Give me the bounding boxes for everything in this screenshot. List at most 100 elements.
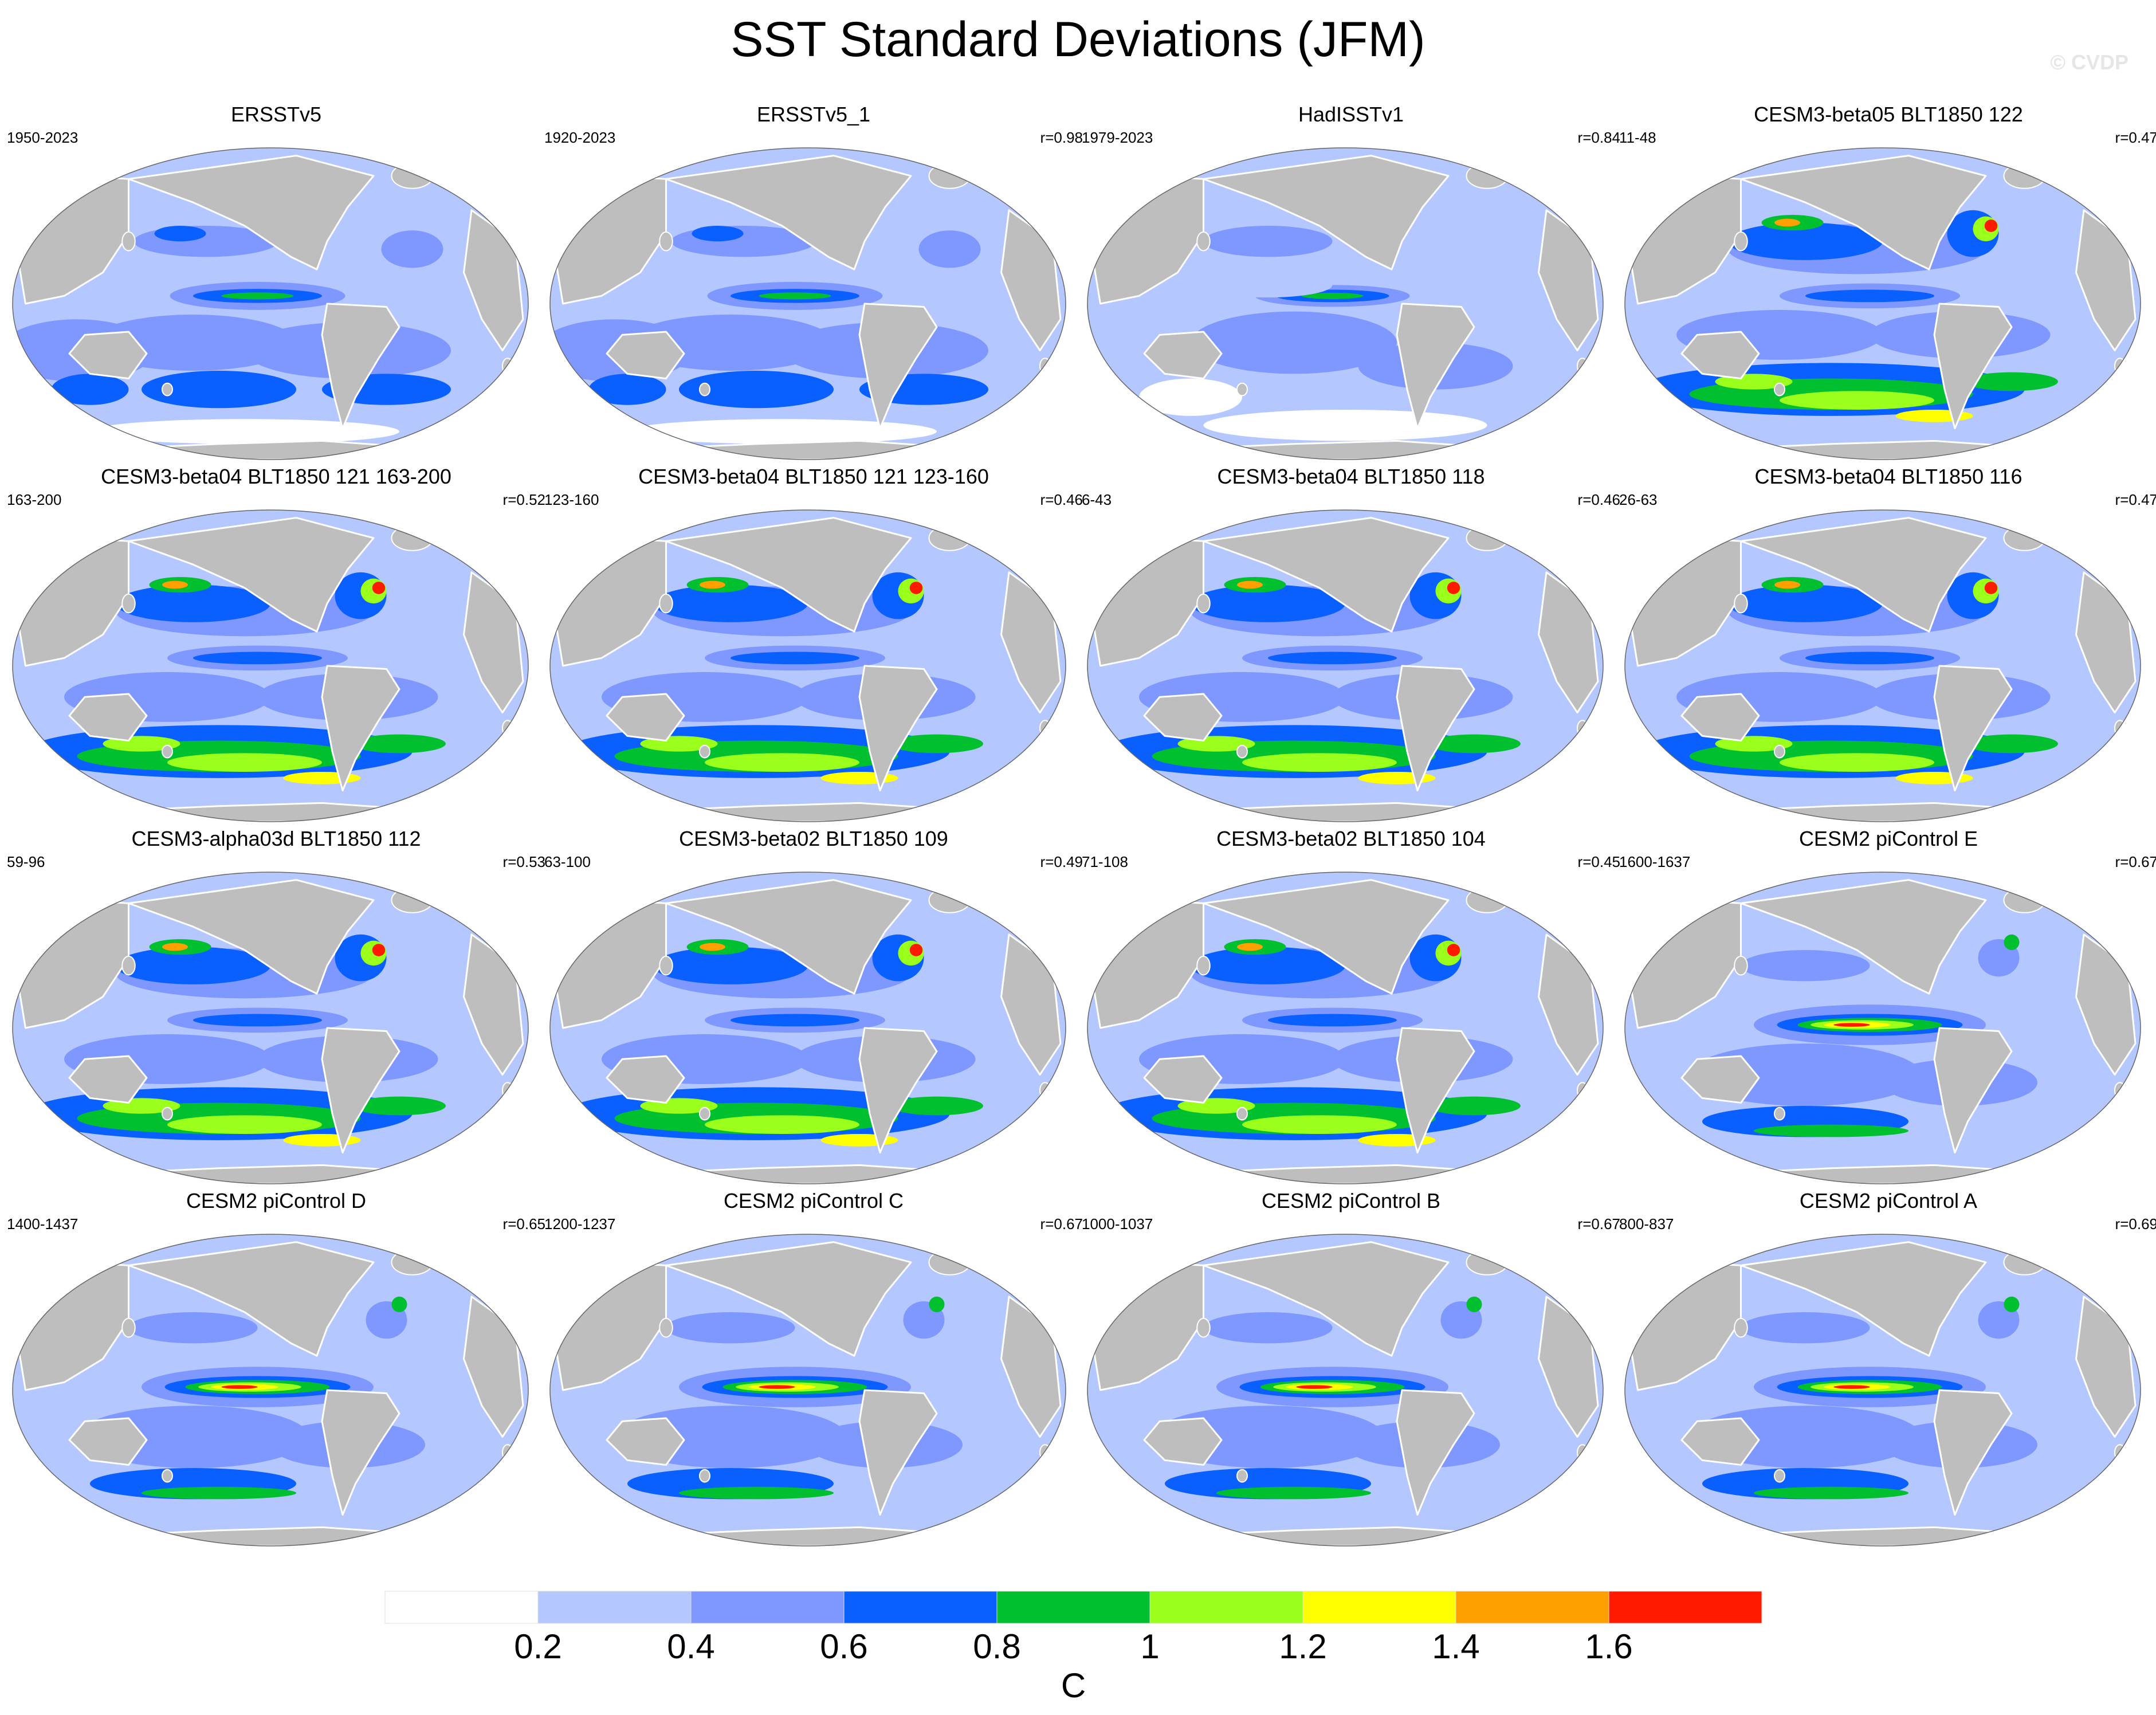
sst-contour-region (1242, 753, 1397, 772)
sst-contour-region (90, 419, 399, 444)
robinson-map (12, 872, 529, 1184)
panel-correlation: r=0.52 (502, 491, 545, 508)
panel-correlation: r=0.84 (1577, 129, 1620, 146)
sst-contour-region (381, 230, 443, 268)
panel-period: 63-100 (544, 853, 591, 870)
japan-island (659, 231, 673, 252)
sst-contour-region (1965, 734, 2058, 753)
colorbar-tick-label: 1.6 (1585, 1627, 1633, 1666)
panel-title: CESM3-beta04 BLT1850 121 123-160 (638, 465, 989, 488)
sst-contour-region (1984, 219, 1998, 232)
sst-contour-region (1833, 1385, 1870, 1389)
panel-period: 71-108 (1082, 853, 1128, 870)
map-panel: CESM3-alpha03d BLT1850 112 59-96 r=0.53 (7, 826, 545, 1227)
sst-contour-region (1191, 311, 1397, 374)
sst-contour-region (1741, 950, 1870, 982)
sst-contour-region (1965, 372, 2058, 391)
australia-land (68, 1055, 148, 1104)
sst-contour-region (193, 1014, 322, 1027)
panel-period: 11-48 (1619, 129, 1656, 146)
new-zealand-island (1236, 744, 1248, 759)
sst-contour-region (1237, 943, 1263, 951)
map-panel: CESM2 piControl E 1600-1637 r=0.67 (1619, 826, 2156, 1227)
colorbar-units: C (1061, 1666, 1086, 1705)
south-america-land (858, 303, 938, 430)
map-panel: CESM2 piControl B 1000-1037 r=0.67 (1082, 1188, 1620, 1590)
south-america-land (321, 665, 400, 792)
south-america-land (1396, 1027, 1475, 1154)
map-border (549, 872, 1066, 1184)
robinson-map (12, 147, 529, 460)
sst-contour-region (679, 370, 834, 409)
map-panel: CESM3-beta04 BLT1850 121 163-200 163-200 r… (7, 464, 545, 865)
panel-title: CESM2 piControl A (1799, 1189, 1978, 1212)
sst-contour-region (1741, 1312, 1870, 1344)
new-zealand-island (1774, 382, 1785, 397)
robinson-map (549, 509, 1066, 822)
japan-island (1734, 231, 1748, 252)
sst-contour-region (1237, 580, 1263, 589)
map-panel: CESM3-beta04 BLT1850 116 26-63 r=0.47 (1619, 464, 2156, 865)
sst-contour-region (909, 944, 923, 956)
sst-contour-region (1780, 753, 1934, 772)
panel-correlation: r=0.45 (1577, 853, 1620, 870)
australia-land (1143, 1417, 1223, 1466)
australia-land (68, 1417, 148, 1466)
sst-contour-region (154, 226, 206, 242)
colorbar-tick-label: 0.8 (973, 1627, 1021, 1666)
robinson-map (1624, 872, 2141, 1184)
panel-correlation: r=0.65 (502, 1215, 545, 1233)
colorbar-tick-label: 0.6 (820, 1627, 868, 1666)
panel-title: CESM3-beta05 BLT1850 122 (1754, 103, 2023, 126)
colorbar-tick-label: 1 (1140, 1627, 1160, 1666)
sst-contour-region (679, 1486, 834, 1500)
new-zealand-island (1236, 1469, 1248, 1483)
map-panel: ERSSTv5_1 1920-2023 r=0.98 (544, 102, 1083, 503)
map-panel: HadISSTv1 1979-2023 r=0.84 (1082, 102, 1620, 503)
map-border (549, 147, 1066, 460)
colorbar-segment (843, 1591, 998, 1624)
japan-island (1196, 231, 1211, 252)
sst-contour-region (167, 1115, 322, 1134)
south-america-land (858, 665, 938, 792)
sst-contour-region (929, 1296, 945, 1312)
map-border (12, 509, 529, 822)
sst-contour-region (890, 1096, 983, 1116)
sst-contour-region (1428, 734, 1521, 753)
north-america-land (128, 155, 375, 270)
sst-contour-region (1984, 582, 1998, 594)
sst-contour-region (1774, 218, 1800, 227)
sst-contour-region (1203, 272, 1333, 298)
map-panel: CESM2 piControl A 800-837 r=0.69 (1619, 1188, 2156, 1590)
panel-title: CESM2 piControl E (1798, 827, 1978, 850)
sst-contour-region (731, 652, 859, 665)
sst-contour-region (700, 943, 725, 951)
panel-title: CESM3-beta02 BLT1850 109 (679, 827, 948, 850)
panel-correlation: r=0.67 (1040, 1215, 1083, 1233)
australia-land (606, 331, 685, 380)
map-border (1624, 147, 2141, 460)
sst-contour-region (1754, 1486, 1908, 1500)
map-border (12, 1234, 529, 1547)
map-border (12, 147, 529, 460)
panel-period: 1920-2023 (544, 129, 616, 146)
sst-contour-region (116, 947, 270, 984)
panel-title: CESM3-alpha03d BLT1850 112 (131, 827, 421, 850)
map-border (549, 509, 1066, 822)
panel-period: 6-43 (1082, 491, 1112, 508)
north-america-land (1740, 1241, 1987, 1357)
sst-contour-region (666, 1312, 795, 1344)
colorbar-segment (690, 1591, 845, 1624)
australia-land (606, 1417, 685, 1466)
map-panel: CESM3-beta05 BLT1850 122 11-48 r=0.47 (1619, 102, 2156, 503)
sst-contour-region (51, 374, 129, 405)
map-border (1087, 509, 1604, 822)
australia-land (1680, 331, 1760, 380)
north-america-land (665, 155, 912, 270)
sst-contour-region (221, 292, 294, 300)
north-america-land (1203, 1241, 1450, 1357)
sst-contour-region (700, 580, 725, 589)
sst-contour-region (1191, 584, 1345, 622)
panel-title: CESM2 piControl B (1261, 1189, 1441, 1212)
new-zealand-island (1236, 1106, 1248, 1121)
